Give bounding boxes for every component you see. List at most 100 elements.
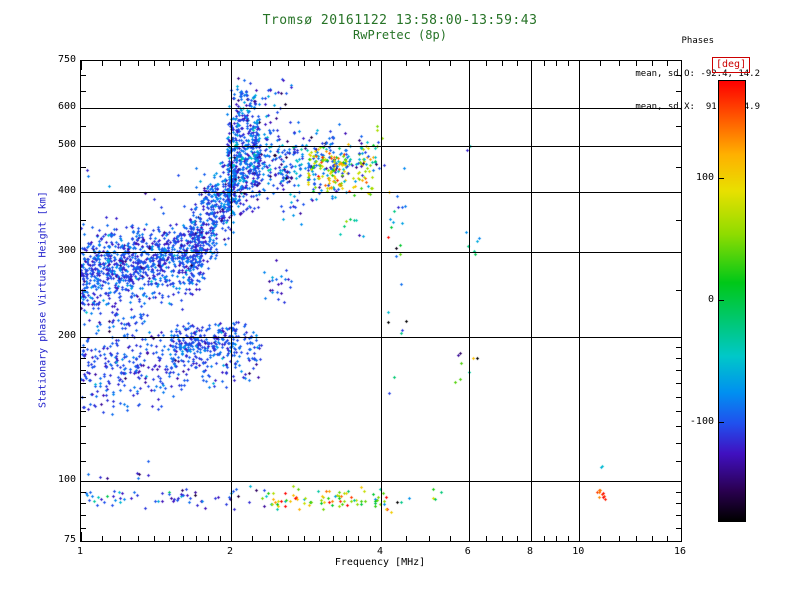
x-minor-tick — [502, 61, 503, 66]
x-minor-tick — [102, 61, 103, 66]
x-minor-tick — [370, 61, 371, 66]
x-minor-tick — [652, 61, 653, 66]
y-minor-tick — [81, 443, 86, 444]
x-minor-tick — [544, 61, 545, 66]
x-tick-label: 8 — [526, 546, 534, 557]
y-minor-tick — [676, 358, 681, 359]
x-minor-tick — [333, 61, 334, 66]
x-minor-tick — [600, 61, 601, 66]
x-minor-tick — [183, 61, 184, 66]
y-minor-tick — [81, 426, 86, 427]
x-minor-tick — [196, 536, 197, 541]
x-major-tick — [469, 61, 470, 70]
x-major-tick — [579, 532, 580, 541]
colorbar-unit-label: [deg] — [712, 57, 751, 73]
y-minor-tick — [81, 515, 86, 516]
y-minor-tick — [676, 492, 681, 493]
y-gridline — [81, 252, 681, 253]
x-minor-tick — [370, 536, 371, 541]
x-gridline — [468, 61, 470, 541]
x-minor-tick — [406, 536, 407, 541]
y-tick-label: 750 — [57, 54, 76, 65]
colorbar-tick-label: 100 — [695, 172, 714, 183]
y-minor-tick — [676, 91, 681, 92]
x-minor-tick — [636, 536, 637, 541]
x-minor-tick — [346, 536, 347, 541]
x-minor-tick — [154, 61, 155, 66]
y-gridline — [81, 481, 681, 483]
y-minor-tick — [676, 443, 681, 444]
x-major-tick — [579, 61, 580, 70]
x-minor-tick — [556, 61, 557, 66]
y-minor-tick — [676, 370, 681, 371]
x-major-tick — [381, 61, 382, 70]
x-minor-tick — [486, 61, 487, 66]
y-minor-tick — [81, 397, 86, 398]
x-minor-tick — [450, 536, 451, 541]
x-minor-tick — [429, 536, 430, 541]
x-minor-tick — [652, 536, 653, 541]
y-gridline — [81, 336, 681, 338]
x-minor-tick — [619, 61, 620, 66]
y-minor-tick — [81, 126, 86, 127]
x-minor-tick — [270, 536, 271, 541]
x-minor-tick — [208, 536, 209, 541]
x-minor-tick — [138, 61, 139, 66]
y-minor-tick — [81, 75, 86, 76]
plot-title: Tromsø 20161122 13:58:00-13:59:43 — [262, 13, 538, 28]
y-minor-tick — [676, 167, 681, 168]
x-minor-tick — [120, 61, 121, 66]
plot-subtitle: RwPretec (8p) — [353, 28, 447, 42]
plot-area — [80, 60, 682, 542]
y-gridline — [81, 107, 681, 109]
y-gridline — [81, 145, 681, 147]
x-minor-tick — [333, 536, 334, 541]
y-minor-tick — [676, 383, 681, 384]
y-minor-tick — [81, 411, 86, 412]
y-minor-tick — [81, 91, 86, 92]
y-minor-tick — [676, 515, 681, 516]
x-major-tick — [81, 532, 82, 541]
x-minor-tick — [502, 536, 503, 541]
x-major-tick — [231, 61, 232, 70]
x-major-tick — [231, 532, 232, 541]
x-minor-tick — [102, 536, 103, 541]
x-minor-tick — [429, 61, 430, 66]
y-minor-tick — [81, 370, 86, 371]
x-gridline — [531, 61, 532, 541]
x-minor-tick — [270, 61, 271, 66]
x-minor-tick — [346, 61, 347, 66]
x-minor-tick — [169, 536, 170, 541]
y-minor-tick — [676, 528, 681, 529]
x-minor-tick — [196, 61, 197, 66]
colorbar-tick-label: 0 — [707, 294, 714, 305]
x-major-tick — [81, 61, 82, 70]
x-minor-tick — [486, 536, 487, 541]
x-minor-tick — [288, 61, 289, 66]
x-minor-tick — [138, 536, 139, 541]
x-major-tick — [531, 61, 532, 70]
x-minor-tick — [600, 536, 601, 541]
y-minor-tick — [676, 126, 681, 127]
x-minor-tick — [667, 536, 668, 541]
x-minor-tick — [556, 536, 557, 541]
x-major-tick — [531, 532, 532, 541]
x-minor-tick — [568, 61, 569, 66]
x-major-tick — [381, 532, 382, 541]
y-minor-tick — [81, 528, 86, 529]
x-minor-tick — [517, 61, 518, 66]
x-tick-label: 1 — [76, 546, 84, 557]
x-minor-tick — [406, 61, 407, 66]
y-tick-label: 200 — [57, 329, 76, 341]
y-minor-tick — [81, 383, 86, 384]
x-gridline — [381, 61, 382, 541]
y-minor-tick — [676, 411, 681, 412]
y-minor-tick — [676, 290, 681, 291]
y-minor-tick — [676, 75, 681, 76]
y-minor-tick — [81, 492, 86, 493]
x-minor-tick — [183, 536, 184, 541]
colorbar-tick — [719, 300, 724, 301]
y-tick-label: 500 — [57, 138, 76, 150]
y-minor-tick — [81, 347, 86, 348]
